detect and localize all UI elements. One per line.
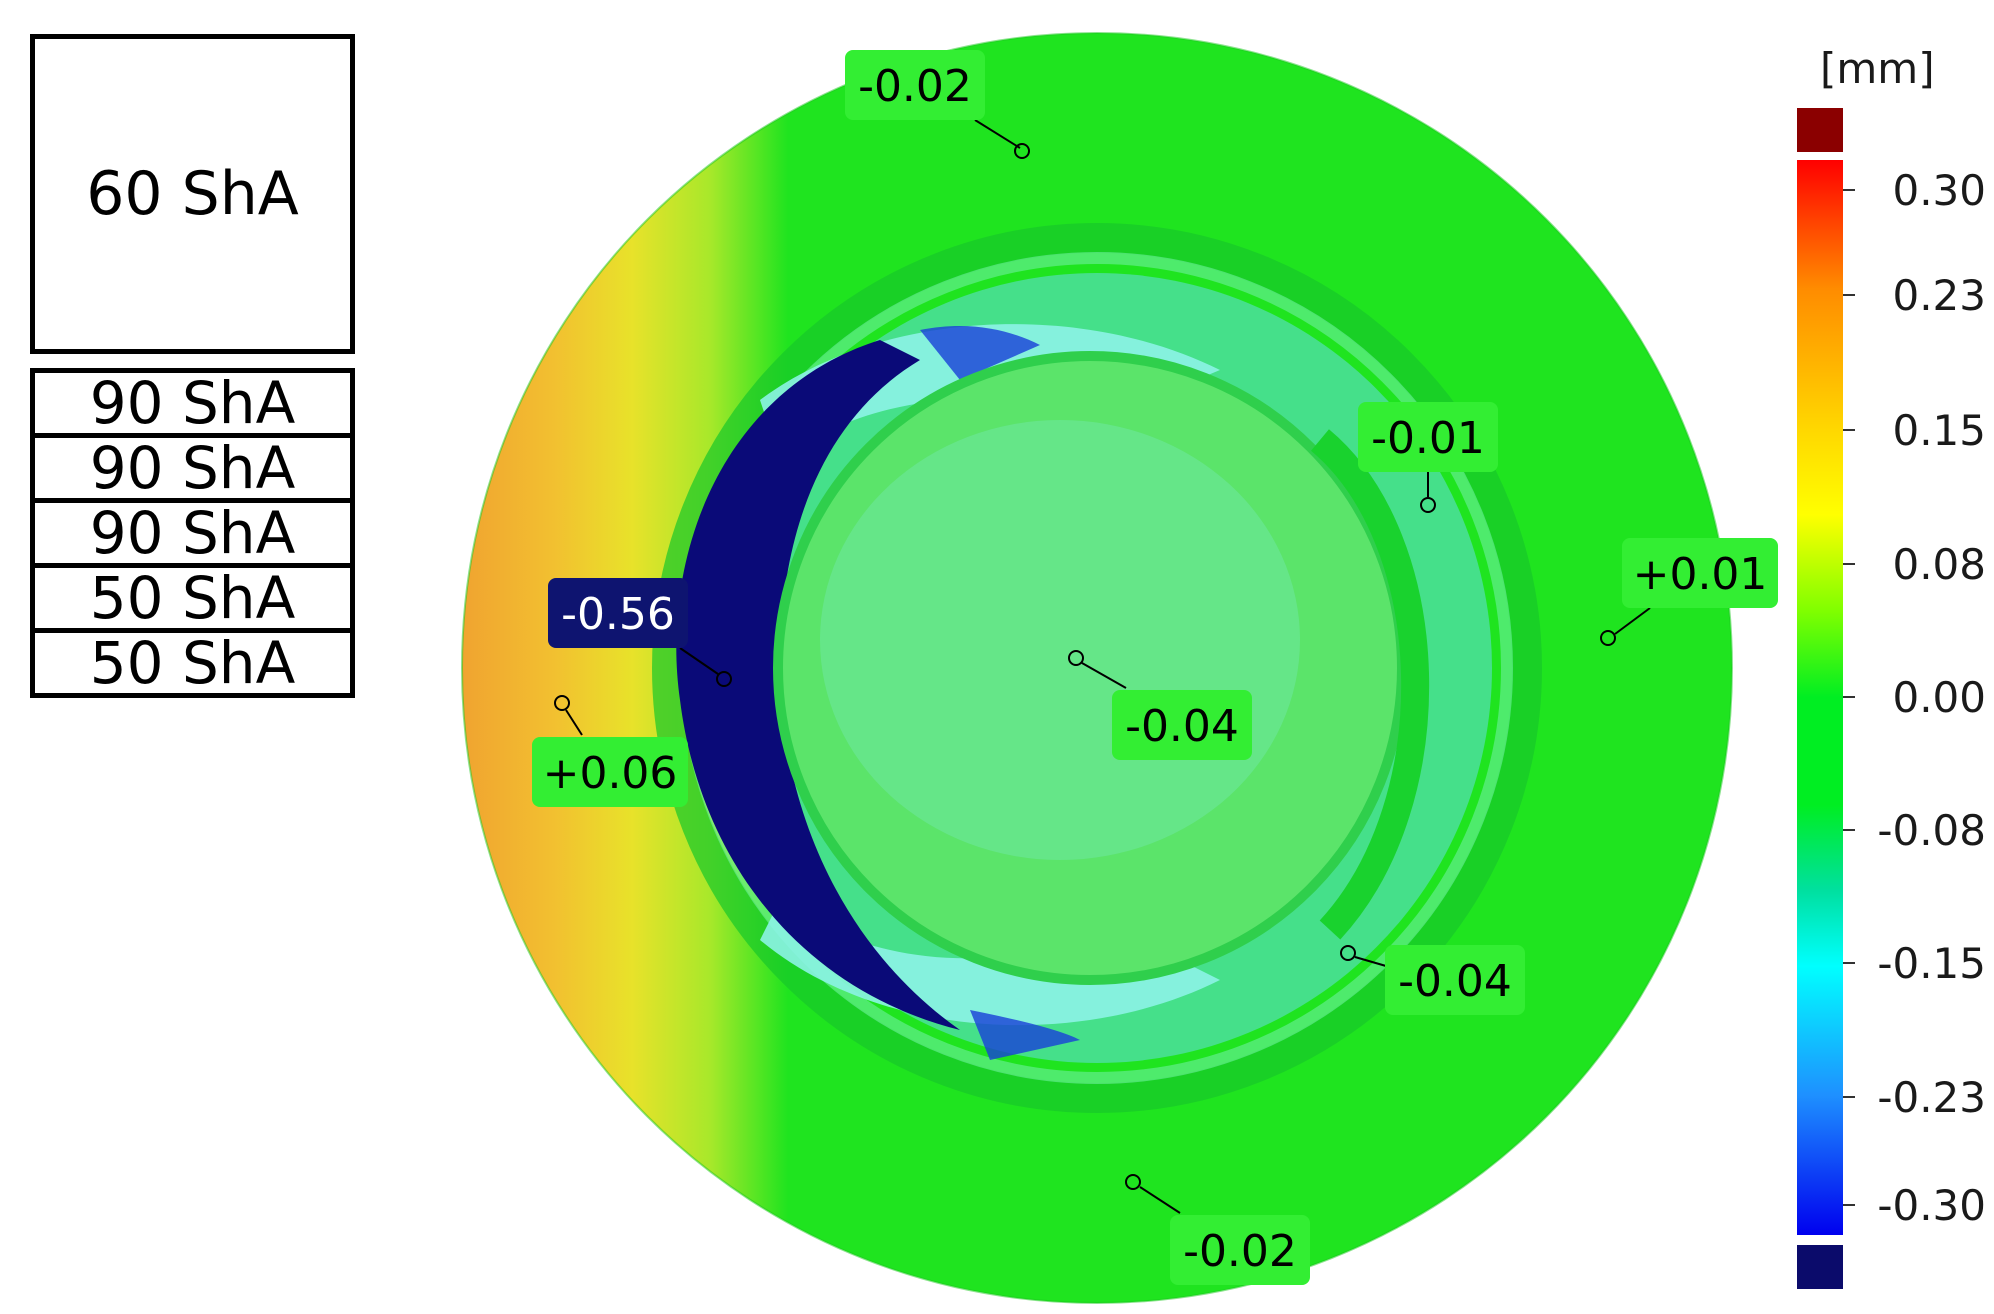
legend-tick-label: -0.08 (1877, 806, 1986, 855)
legend-over-swatch (1797, 108, 1843, 152)
callout-crescent: -0.56 (548, 578, 732, 687)
callout-top: -0.02 (845, 50, 1030, 159)
callout-bottom: -0.02 (1125, 1174, 1310, 1285)
legend-gradient-bar (1797, 160, 1843, 1235)
layer-label: 90 ShA (30, 498, 355, 568)
color-legend (1797, 108, 1855, 1289)
callout-center: -0.04 (1068, 650, 1252, 760)
legend-tick-label: -0.30 (1877, 1181, 1986, 1230)
layer-top-label: 60 ShA (30, 34, 355, 354)
legend-tick-label: 0.15 (1892, 406, 1986, 455)
callout-upper-right: -0.01 (1358, 402, 1498, 513)
callout-right: +0.01 (1600, 538, 1778, 646)
legend-under-swatch (1797, 1245, 1843, 1289)
callout-value: -0.04 (1398, 956, 1512, 1007)
callout-value: +0.01 (1633, 549, 1768, 600)
callout-value: +0.06 (543, 748, 678, 799)
layer-label: 50 ShA (30, 563, 355, 633)
legend-unit: [mm] (1820, 44, 1935, 93)
legend-tick-label: -0.23 (1877, 1073, 1986, 1122)
callout-value: -0.01 (1371, 413, 1485, 464)
legend-tick-label: 0.08 (1892, 540, 1986, 589)
layer-label: 50 ShA (30, 628, 355, 698)
layer-label: 90 ShA (30, 433, 355, 503)
callout-left-edge: +0.06 (532, 695, 688, 807)
legend-tick-label: 0.30 (1892, 166, 1986, 215)
callout-lower-right: -0.04 (1340, 945, 1525, 1015)
legend-tick-label: 0.23 (1892, 271, 1986, 320)
legend-tick-label: -0.15 (1877, 939, 1986, 988)
callout-value: -0.56 (561, 589, 675, 640)
callout-value: -0.02 (858, 61, 972, 112)
disc (462, 33, 1732, 1303)
legend-tick-label: 0.00 (1892, 673, 1986, 722)
callout-value: -0.04 (1125, 701, 1239, 752)
callout-value: -0.02 (1183, 1226, 1297, 1277)
